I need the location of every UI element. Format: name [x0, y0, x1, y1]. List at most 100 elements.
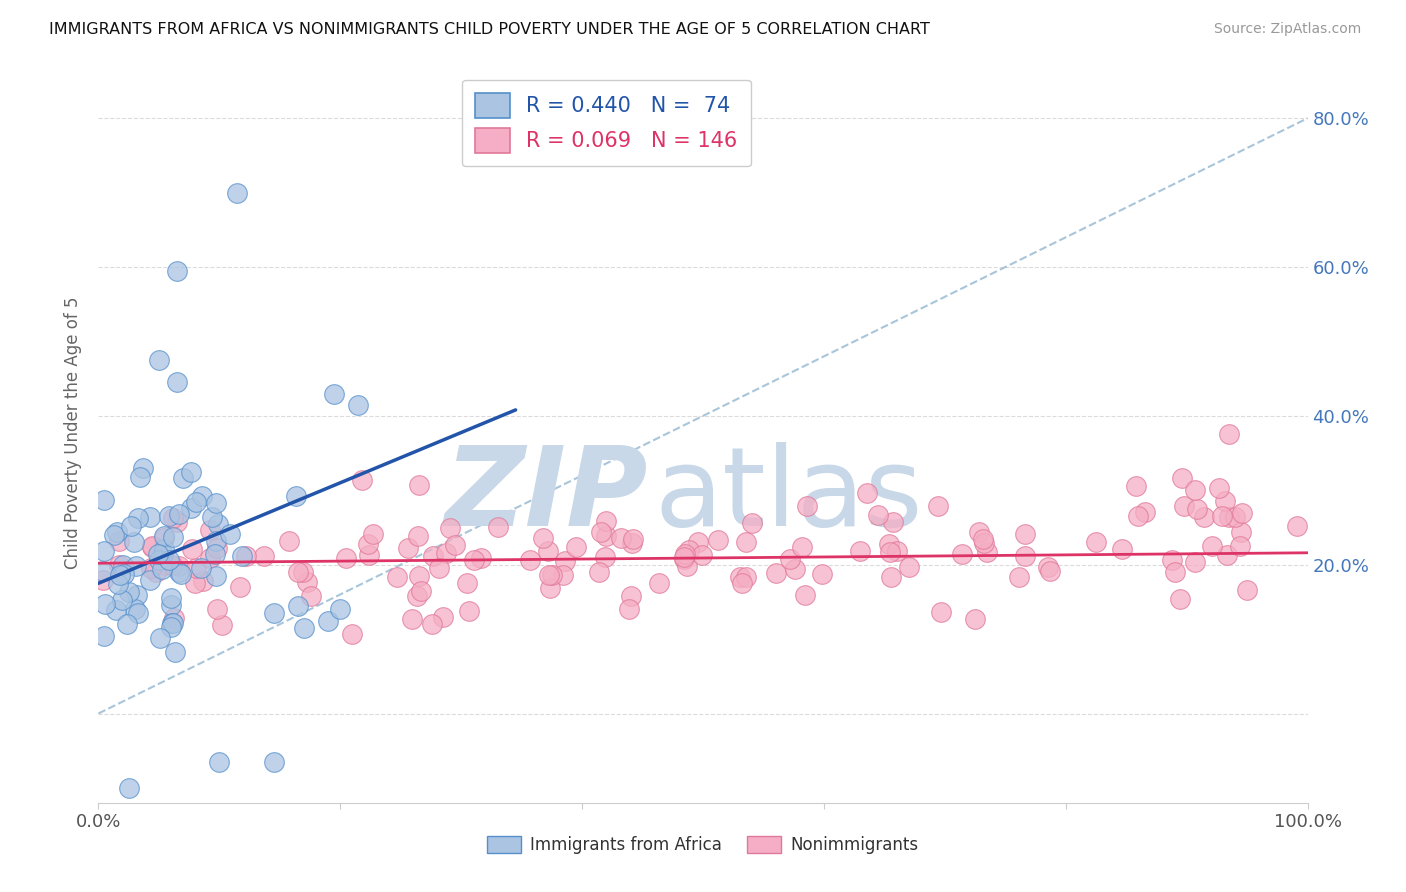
Point — [153, 531, 176, 545]
Point — [796, 499, 818, 513]
Point — [205, 602, 228, 616]
Point — [323, 386, 346, 401]
Point — [531, 531, 554, 545]
Point — [263, 606, 285, 620]
Point — [1211, 509, 1233, 524]
Point — [673, 547, 696, 561]
Point — [103, 528, 125, 542]
Point — [186, 495, 208, 509]
Point — [112, 567, 135, 582]
Point — [162, 611, 184, 625]
Point — [352, 473, 374, 487]
Point — [1184, 555, 1206, 569]
Point — [1014, 549, 1036, 564]
Point — [554, 554, 576, 568]
Point — [706, 533, 728, 547]
Point — [783, 562, 806, 576]
Point — [790, 540, 813, 554]
Legend: Immigrants from Africa, Nonimmigrants: Immigrants from Africa, Nonimmigrants — [481, 830, 925, 861]
Point — [205, 533, 228, 548]
Point — [849, 544, 872, 558]
Point — [1225, 509, 1247, 524]
Point — [537, 544, 560, 558]
Point — [139, 510, 162, 524]
Point — [159, 598, 181, 612]
Point — [347, 398, 370, 412]
Point — [124, 602, 146, 616]
Point — [1171, 471, 1194, 485]
Point — [124, 535, 146, 549]
Point — [148, 553, 170, 567]
Point — [211, 617, 233, 632]
Text: atlas: atlas — [655, 442, 924, 549]
Point — [976, 545, 998, 559]
Point — [595, 514, 617, 528]
Point — [621, 535, 644, 549]
Point — [157, 509, 180, 524]
Point — [207, 516, 229, 531]
Point — [285, 489, 308, 503]
Point — [163, 645, 186, 659]
Point — [1161, 553, 1184, 567]
Point — [1208, 481, 1230, 495]
Point — [811, 567, 834, 582]
Point — [105, 524, 128, 539]
Point — [1085, 535, 1108, 549]
Point — [111, 558, 134, 572]
Point — [150, 562, 173, 576]
Point — [927, 499, 949, 513]
Point — [132, 461, 155, 475]
Point — [162, 530, 184, 544]
Point — [675, 558, 697, 573]
Point — [357, 537, 380, 551]
Point — [361, 527, 384, 541]
Point — [420, 617, 443, 632]
Point — [963, 612, 986, 626]
Point — [1236, 582, 1258, 597]
Point — [287, 599, 309, 613]
Point — [170, 567, 193, 582]
Point — [463, 553, 485, 567]
Point — [673, 551, 696, 566]
Point — [537, 567, 560, 582]
Point — [735, 535, 758, 549]
Point — [335, 551, 357, 566]
Point — [278, 534, 301, 549]
Point — [167, 558, 190, 573]
Point — [1008, 570, 1031, 584]
Point — [198, 551, 221, 566]
Point — [141, 539, 163, 553]
Point — [779, 552, 801, 566]
Point — [856, 486, 879, 500]
Point — [297, 575, 319, 590]
Point — [621, 533, 644, 547]
Point — [93, 573, 115, 587]
Point — [456, 575, 478, 590]
Point — [866, 508, 889, 522]
Point — [160, 558, 183, 572]
Point — [205, 496, 228, 510]
Point — [93, 492, 115, 507]
Point — [1038, 560, 1060, 574]
Point — [167, 508, 190, 522]
Point — [127, 511, 149, 525]
Point — [443, 538, 465, 552]
Point — [1192, 510, 1215, 524]
Point — [190, 489, 212, 503]
Point — [385, 570, 408, 584]
Point — [1229, 525, 1251, 540]
Point — [1126, 509, 1149, 524]
Point — [94, 597, 117, 611]
Point — [1285, 518, 1308, 533]
Point — [316, 614, 339, 628]
Point — [235, 549, 257, 564]
Point — [93, 544, 115, 558]
Point — [620, 589, 643, 603]
Point — [108, 568, 131, 582]
Point — [1111, 541, 1133, 556]
Point — [1230, 507, 1253, 521]
Point — [1014, 526, 1036, 541]
Point — [299, 590, 322, 604]
Point — [145, 565, 167, 579]
Point — [882, 515, 904, 529]
